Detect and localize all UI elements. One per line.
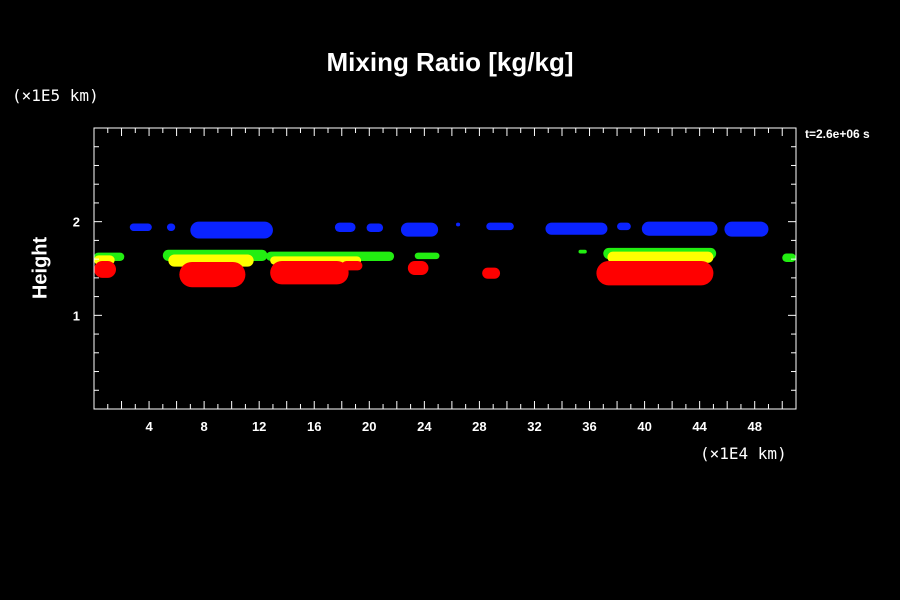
blue-region	[641, 221, 718, 236]
green-region	[782, 253, 796, 262]
green-region	[414, 252, 440, 260]
blue-region	[334, 222, 356, 232]
blue-region	[724, 221, 769, 237]
red-region	[482, 267, 501, 279]
red-region	[94, 261, 117, 278]
blue-region	[486, 222, 514, 231]
blue-region	[456, 222, 461, 227]
y-tick-label: 1	[73, 308, 80, 323]
blue-region	[545, 222, 608, 235]
blue-region	[617, 222, 631, 231]
red-region	[407, 261, 429, 276]
x-tick-label: 24	[417, 419, 432, 434]
green-region	[578, 249, 587, 254]
red-region	[341, 261, 363, 271]
x-tick-label: 40	[637, 419, 651, 434]
x-tick-label: 36	[582, 419, 596, 434]
blue-region	[166, 223, 176, 232]
x-tick-label: 8	[201, 419, 208, 434]
plot-frame	[93, 127, 797, 410]
x-tick-label: 32	[527, 419, 541, 434]
red-region	[179, 261, 246, 288]
x-tick-label: 48	[747, 419, 761, 434]
x-tick-label: 28	[472, 419, 486, 434]
contour-regions	[94, 221, 796, 288]
x-tick-label: 20	[362, 419, 376, 434]
blue-region	[366, 223, 384, 232]
x-tick-label: 12	[252, 419, 266, 434]
x-tick-label: 16	[307, 419, 321, 434]
chart-title: Mixing Ratio [kg/kg]	[326, 47, 574, 77]
y-tick-label: 2	[73, 215, 80, 230]
yellow-region	[607, 251, 714, 263]
red-region	[596, 261, 714, 286]
time-label: t=2.6e+06 s	[805, 127, 870, 141]
x-tick-label: 4	[145, 419, 153, 434]
blue-region	[129, 223, 152, 232]
axis-ticks	[94, 128, 796, 409]
red-region	[270, 261, 349, 285]
y-axis-unit: (×1E5 km)	[12, 86, 99, 105]
blue-region	[400, 222, 439, 237]
x-axis-unit: (×1E4 km)	[700, 444, 787, 463]
blue-region	[190, 221, 273, 239]
x-tick-label: 44	[692, 419, 707, 434]
